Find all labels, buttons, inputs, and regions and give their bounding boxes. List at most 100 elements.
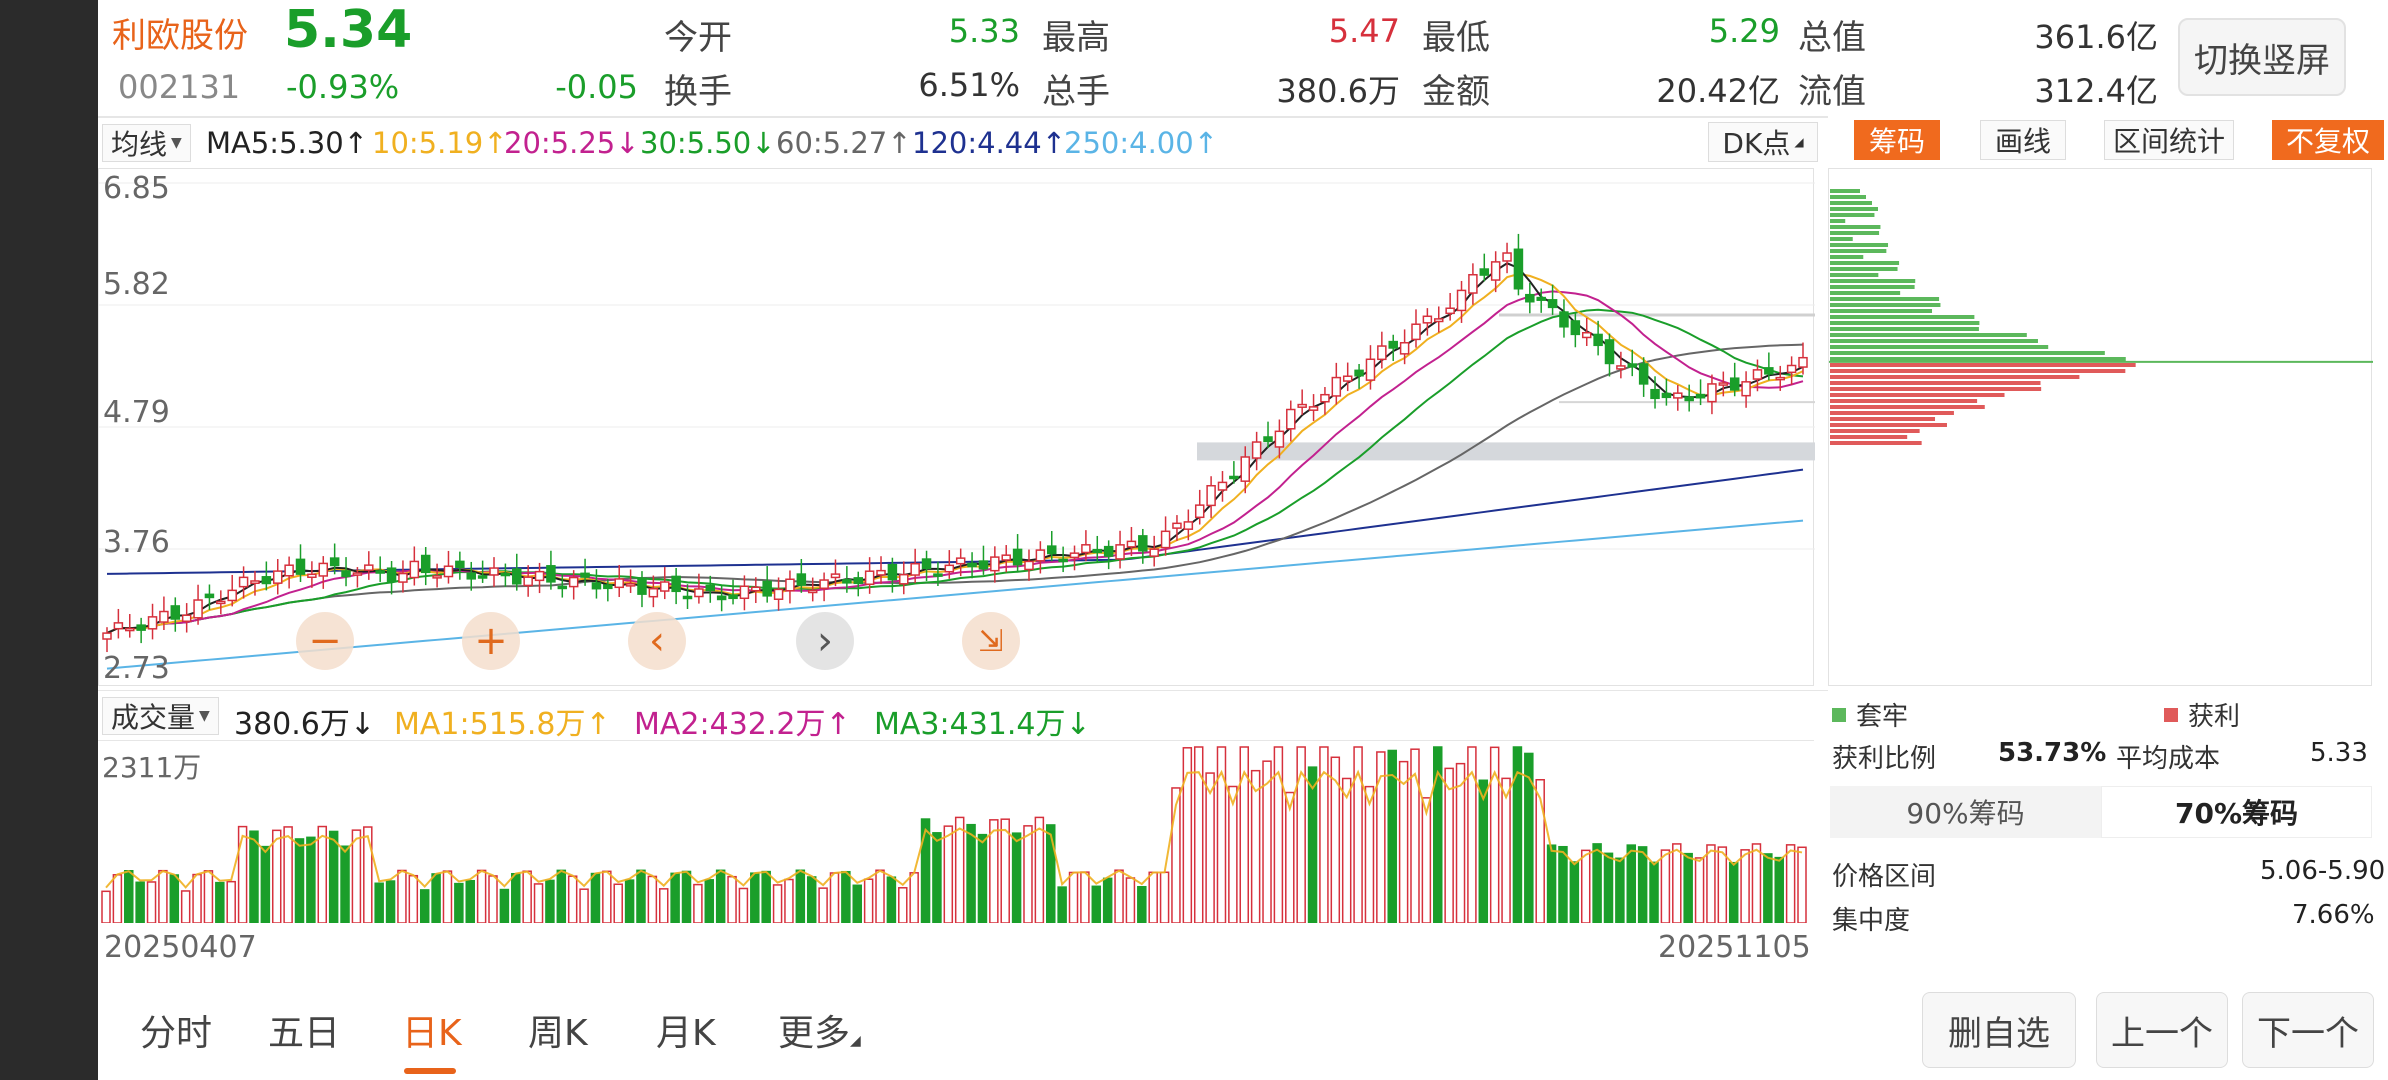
candle-down bbox=[557, 585, 568, 590]
volume-bar-down bbox=[135, 881, 145, 924]
volume-bar-up bbox=[1421, 797, 1432, 924]
zoom-in-button[interactable]: + bbox=[462, 612, 520, 670]
volume-bar-up bbox=[1159, 871, 1170, 924]
active-tab-underline bbox=[404, 1068, 456, 1074]
kline-chart[interactable]: 6.85 5.82 4.79 3.76 2.73 bbox=[98, 168, 1815, 686]
minus-icon: − bbox=[308, 618, 342, 664]
chip-bar-trapped bbox=[1830, 225, 1881, 229]
tab-daily-k[interactable]: 日K bbox=[402, 1013, 462, 1054]
ma120-line bbox=[106, 468, 1804, 575]
shrink-button[interactable]: ⇲ bbox=[962, 612, 1020, 670]
candle-up bbox=[523, 576, 533, 587]
candle-down bbox=[204, 593, 215, 599]
zoom-out-button[interactable]: − bbox=[296, 612, 354, 670]
candle-up bbox=[216, 600, 226, 605]
period-tab-bar: 分时 五日 日K 周K 月K 更多◢ 删自选 上一个 下一个 bbox=[98, 980, 2388, 1080]
tab-weekly-k[interactable]: 周K bbox=[528, 1013, 588, 1054]
interval-stats-button[interactable]: 区间统计 bbox=[2104, 120, 2234, 160]
chip-canvas bbox=[1829, 189, 2373, 445]
candle-down bbox=[705, 584, 716, 592]
avg-cost-value: 5.33 bbox=[2310, 738, 2368, 768]
stock-name[interactable]: 利欧股份 bbox=[112, 16, 248, 56]
volume-bar-down bbox=[1637, 846, 1648, 924]
candle-down bbox=[1604, 339, 1615, 365]
ma-legend-bar: 均线 ▼ MA5:5.30↑ 10:5.19↑ 20:5.25↓ 30:5.50↓… bbox=[98, 116, 1828, 166]
volume-bar-down bbox=[1558, 845, 1568, 924]
chip-bar-trapped bbox=[1830, 315, 1975, 319]
volume-bar-down bbox=[977, 833, 988, 924]
start-date: 20250407 bbox=[104, 930, 257, 965]
switch-portrait-button[interactable]: 切换竖屏 bbox=[2178, 18, 2346, 96]
next-stock-button[interactable]: 下一个 bbox=[2242, 992, 2374, 1068]
previous-stock-button[interactable]: 上一个 bbox=[2096, 992, 2228, 1068]
ma30-line bbox=[106, 308, 1804, 635]
volume-bar-down bbox=[1102, 877, 1113, 924]
candle-up bbox=[1251, 441, 1262, 459]
tab-90-percent[interactable]: 90%筹码 bbox=[1906, 797, 2025, 830]
volume-bar-down bbox=[1763, 853, 1773, 924]
volume-bar-down bbox=[249, 830, 259, 924]
volume-bar-down bbox=[385, 880, 396, 924]
candle-up bbox=[910, 562, 920, 576]
tab-five-day[interactable]: 五日 bbox=[268, 1013, 341, 1054]
candle-down bbox=[341, 570, 351, 578]
candle-up bbox=[193, 599, 203, 619]
volume-bar-up bbox=[1751, 843, 1762, 924]
total-hands-value: 380.6万 bbox=[1276, 72, 1400, 110]
ma60-line bbox=[106, 343, 1804, 635]
tab-intraday[interactable]: 分时 bbox=[140, 1013, 213, 1054]
volume-chart[interactable] bbox=[98, 740, 1814, 924]
volume-bar-up bbox=[602, 870, 612, 924]
volume-bar-up bbox=[898, 887, 908, 924]
chip-bar-profit bbox=[1830, 405, 1985, 409]
dk-point-button[interactable]: DK点 ◢ bbox=[1708, 122, 1818, 162]
tab-monthly-k[interactable]: 月K bbox=[656, 1013, 716, 1054]
current-price: 5.34 bbox=[284, 0, 413, 60]
low-value: 5.29 bbox=[1708, 12, 1780, 50]
remove-watchlist-button[interactable]: 删自选 bbox=[1922, 992, 2076, 1068]
candle-up bbox=[751, 586, 761, 592]
kline-canvas bbox=[99, 182, 1815, 670]
scroll-left-button[interactable]: ‹ bbox=[628, 612, 686, 670]
candle-down bbox=[682, 595, 693, 600]
volume-bar-up bbox=[943, 825, 954, 924]
scroll-right-button[interactable]: › bbox=[796, 612, 854, 670]
candle-down bbox=[1764, 367, 1774, 375]
chip-bar-trapped bbox=[1830, 297, 1940, 301]
volume-canvas bbox=[101, 746, 1807, 924]
draw-line-button[interactable]: 画线 bbox=[1980, 120, 2066, 160]
candle-down bbox=[842, 579, 852, 584]
volume-bar-up bbox=[442, 870, 453, 924]
candle-up bbox=[238, 576, 249, 588]
candle-down bbox=[1263, 436, 1273, 443]
dk-point-label: DK点 bbox=[1722, 127, 1791, 160]
concentration-label: 集中度 bbox=[1832, 906, 1911, 936]
candle-up bbox=[1775, 376, 1785, 381]
stock-kline-screen: 利欧股份 5.34 002131 -0.93% -0.05 今开 5.33 最高… bbox=[98, 0, 2388, 1080]
volume-bar-down bbox=[1137, 885, 1147, 924]
tab-70-percent[interactable]: 70%筹码 bbox=[2101, 786, 2372, 838]
candle-up bbox=[364, 564, 374, 571]
volume-selector[interactable]: 成交量 ▼ bbox=[102, 697, 219, 735]
candle-up bbox=[1468, 273, 1478, 294]
candle-down bbox=[455, 560, 465, 569]
volume-bar-up bbox=[1148, 871, 1158, 924]
candle-up bbox=[659, 581, 670, 592]
price-tick-2: 5.82 bbox=[103, 267, 170, 302]
volume-bar-up bbox=[693, 883, 703, 924]
float-value-label: 流值 bbox=[1798, 72, 1866, 112]
ma120-legend: 120:4.44↑ bbox=[912, 126, 1066, 160]
indicator-selector[interactable]: 均线 ▼ bbox=[102, 124, 191, 162]
chips-button[interactable]: 筹码 bbox=[1854, 120, 1940, 160]
candle-up bbox=[1490, 261, 1501, 281]
volume-bar-up bbox=[1398, 760, 1409, 924]
volume-bar-up bbox=[989, 819, 999, 924]
tab-more-label: 更多 bbox=[778, 1013, 851, 1054]
tab-more[interactable]: 更多◢ bbox=[778, 1004, 861, 1056]
volume-bar-up bbox=[192, 873, 202, 924]
candle-up bbox=[1024, 560, 1034, 571]
volume-bar-down bbox=[590, 872, 601, 924]
chip-distribution-chart[interactable] bbox=[1828, 168, 2373, 686]
volume-bar-down bbox=[556, 869, 567, 924]
no-adjust-button[interactable]: 不复权 bbox=[2272, 120, 2384, 160]
